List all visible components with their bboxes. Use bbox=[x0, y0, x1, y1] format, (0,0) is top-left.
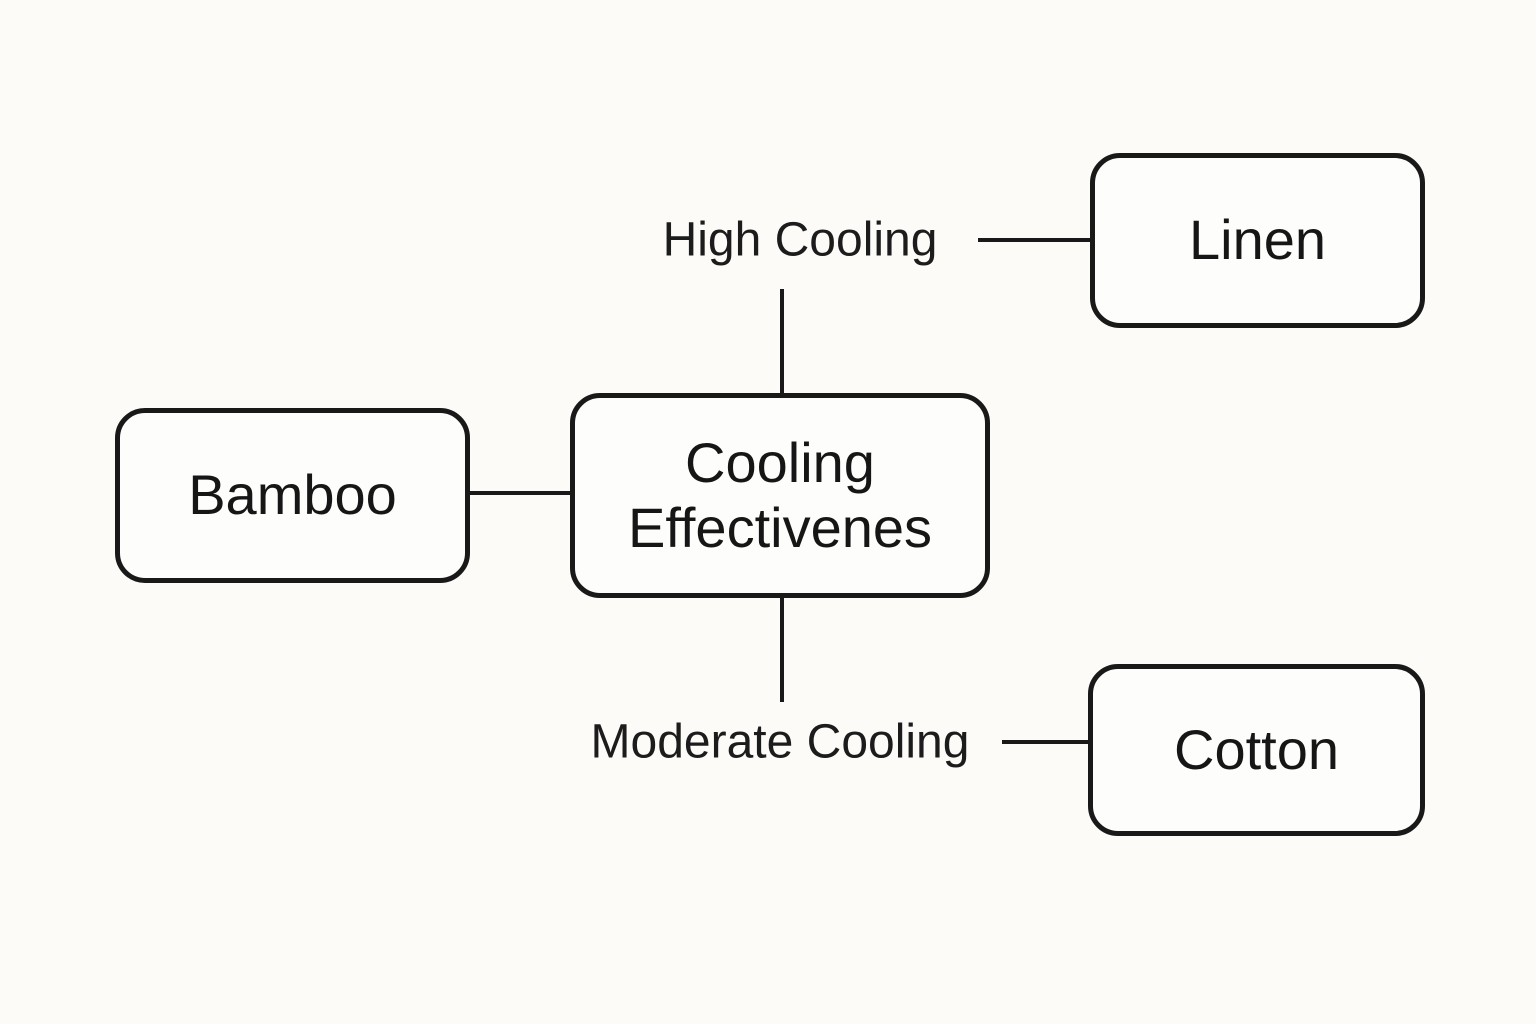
edge-label-moderate-cooling: Moderate Cooling bbox=[590, 715, 970, 769]
node-bamboo: Bamboo bbox=[115, 408, 470, 583]
node-cooling-effectiveness: Cooling Effectivenes bbox=[570, 393, 990, 598]
node-cotton-label: Cotton bbox=[1174, 717, 1339, 781]
edge-high-cooling-to-linen-line bbox=[978, 238, 1090, 242]
edge-bamboo-to-center-line bbox=[470, 491, 570, 495]
node-linen: Linen bbox=[1090, 153, 1425, 328]
node-cotton: Cotton bbox=[1088, 664, 1425, 836]
edge-moderate-cooling-to-cotton-line bbox=[1002, 740, 1088, 744]
edge-center-to-moderate-cooling-line bbox=[780, 598, 784, 702]
node-bamboo-label: Bamboo bbox=[188, 463, 397, 527]
edge-center-to-high-cooling-line bbox=[780, 289, 784, 393]
node-cooling-effectiveness-label: Cooling Effectivenes bbox=[627, 431, 933, 559]
edge-label-high-cooling: High Cooling bbox=[662, 213, 938, 267]
node-linen-label: Linen bbox=[1188, 208, 1327, 272]
